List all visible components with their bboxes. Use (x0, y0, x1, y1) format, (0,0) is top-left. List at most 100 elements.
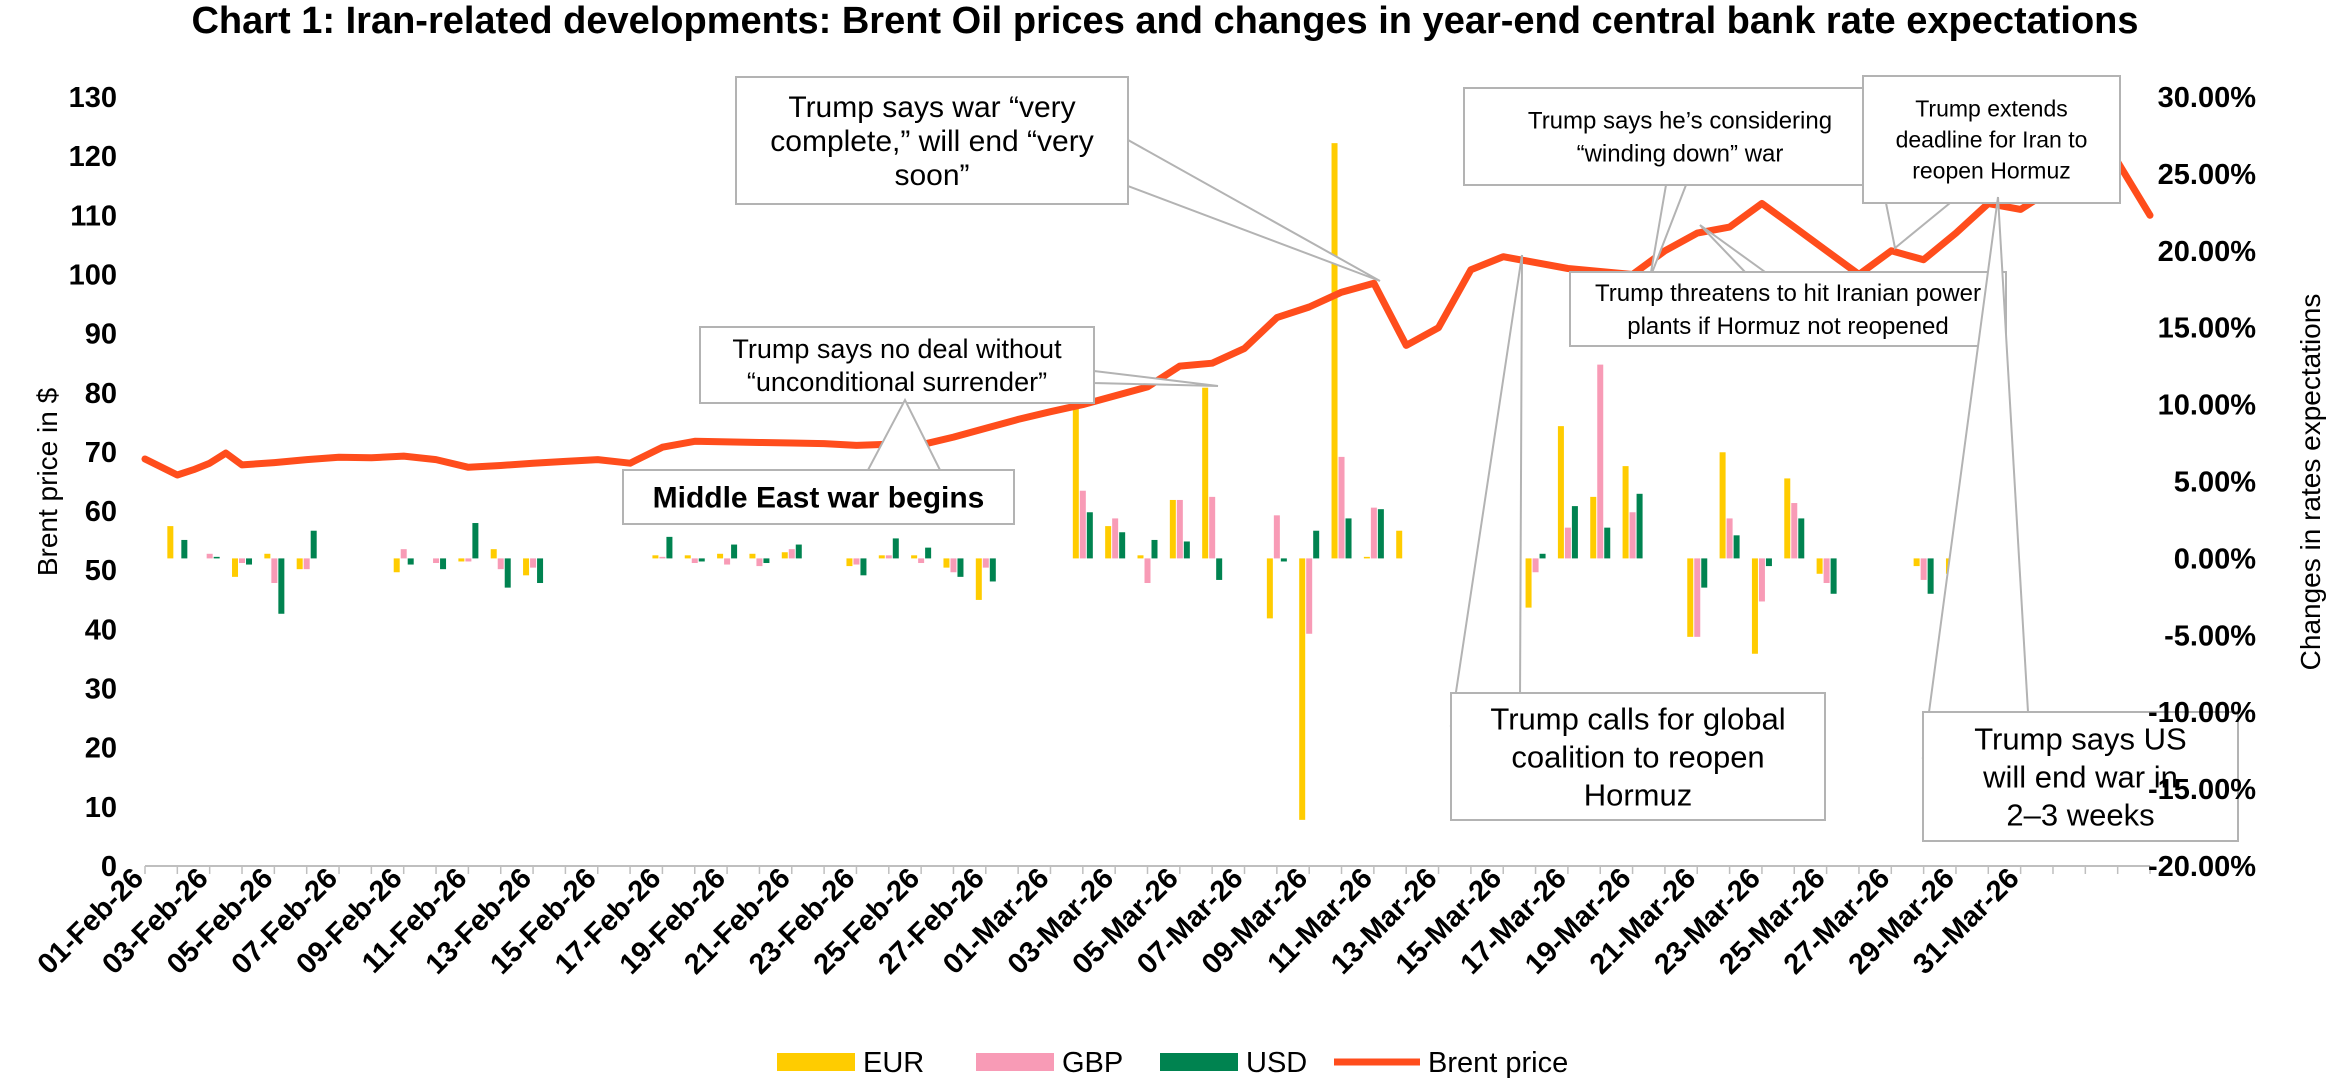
bar-usd (1636, 493, 1643, 559)
legend-label: USD (1246, 1047, 1307, 1079)
callout-leader (1093, 369, 1219, 387)
bar-eur (1687, 558, 1694, 637)
y-left-tick-label: 120 (69, 141, 117, 173)
bar-eur (1913, 558, 1920, 567)
callout-leader (1884, 202, 1953, 250)
callout-text: Trump calls for global (1490, 701, 1785, 736)
bar-usd (407, 558, 414, 565)
bar-gbp (239, 558, 246, 564)
y-left-tick-label: 90 (85, 319, 117, 351)
callout-box (735, 76, 1129, 205)
bar-gbp (853, 558, 860, 565)
bar-gbp (1273, 515, 1280, 559)
bar-eur (684, 555, 691, 559)
bar-gbp (756, 558, 763, 567)
bar-usd (957, 558, 964, 577)
bar-eur (1137, 555, 1144, 559)
bar-eur (1719, 452, 1726, 559)
bar-usd (181, 539, 188, 559)
axes-layer (144, 865, 2151, 874)
y-right-tick-label: -10.00% (2148, 697, 2256, 729)
bar-gbp (1791, 503, 1798, 559)
annotation-callout: Trump threatens to hit Iranian power plan… (1569, 224, 2007, 347)
legend-item-eur: EUR (777, 1047, 924, 1079)
callout-text: Trump threatens to hit Iranian power (1595, 280, 1981, 307)
brent-price-line (141, 158, 2154, 479)
bar-usd (925, 547, 932, 559)
bar-usd (1086, 512, 1093, 559)
bar-gbp (1694, 558, 1701, 637)
bar-usd (1151, 539, 1158, 559)
bar-usd (892, 538, 899, 559)
callout-text: Hormuz (1584, 777, 1693, 812)
bar-usd (1119, 532, 1126, 559)
bar-gbp (659, 556, 666, 559)
bar-usd (537, 558, 544, 584)
bar-gbp (271, 558, 278, 584)
y-right-tick-label: 25.00% (2158, 159, 2257, 191)
bar-gbp (1176, 499, 1183, 559)
bar-gbp (433, 558, 440, 564)
y-left-tick-label: 110 (70, 200, 117, 232)
bar-eur (943, 558, 950, 568)
bar-usd (763, 558, 770, 564)
callout-text: Trump says he’s considering (1528, 107, 1832, 134)
bar-gbp (1758, 558, 1765, 602)
bar-usd (698, 558, 705, 562)
bar-usd (1313, 530, 1320, 559)
bar-eur (749, 553, 756, 559)
bar-usd (731, 544, 738, 559)
bar-gbp (1079, 490, 1086, 559)
y-left-tick-label: 60 (85, 496, 117, 528)
bar-eur (1525, 558, 1532, 608)
bar-gbp (1306, 558, 1313, 634)
bar-usd (1571, 506, 1578, 559)
bar-eur (393, 558, 400, 573)
bar-usd (504, 558, 511, 588)
bar-gbp (1532, 558, 1539, 573)
bar-eur (878, 555, 885, 559)
bar-eur (1202, 387, 1209, 559)
bar-eur (1784, 478, 1791, 559)
bar-usd (440, 558, 447, 570)
callout-text: coalition to reopen (1511, 739, 1764, 774)
bar-eur (1331, 143, 1338, 559)
bar-gbp (950, 558, 957, 573)
callout-text: soon” (894, 159, 969, 192)
bar-eur (296, 558, 303, 570)
bar-gbp (1726, 518, 1733, 559)
bar-usd (1830, 558, 1837, 594)
callout-text: Trump says US (1974, 721, 2186, 756)
bar-gbp (885, 555, 892, 559)
callout-box (1862, 75, 2121, 204)
bar-usd (1701, 558, 1708, 588)
callout-text: deadline for Iran to (1896, 127, 2088, 153)
bar-usd (666, 536, 673, 559)
annotation-callout: Trump says no deal without“unconditional… (699, 326, 1219, 404)
y-left-tick-label: 20 (85, 733, 117, 765)
bar-eur (652, 555, 659, 559)
bar-usd (1927, 558, 1934, 594)
bar-layer (167, 143, 1966, 820)
callout-text: will end war in (1982, 759, 2178, 794)
bar-usd (860, 558, 867, 576)
bar-eur (523, 558, 530, 576)
callout-text: Trump says no deal without (732, 334, 1062, 364)
bar-eur (1396, 530, 1403, 559)
y-left-tick-label: 100 (69, 259, 117, 291)
callout-leader (1127, 138, 1381, 282)
bar-eur (1590, 496, 1597, 559)
annotation-callout: Middle East war begins (622, 397, 1015, 525)
y-left-tick-label: 0 (101, 851, 117, 883)
bar-gbp (465, 558, 472, 562)
bar-gbp (400, 549, 407, 559)
brent-line-layer (141, 158, 2154, 479)
bar-gbp (691, 558, 698, 564)
bar-eur (1816, 558, 1823, 574)
callout-leader (866, 397, 942, 471)
